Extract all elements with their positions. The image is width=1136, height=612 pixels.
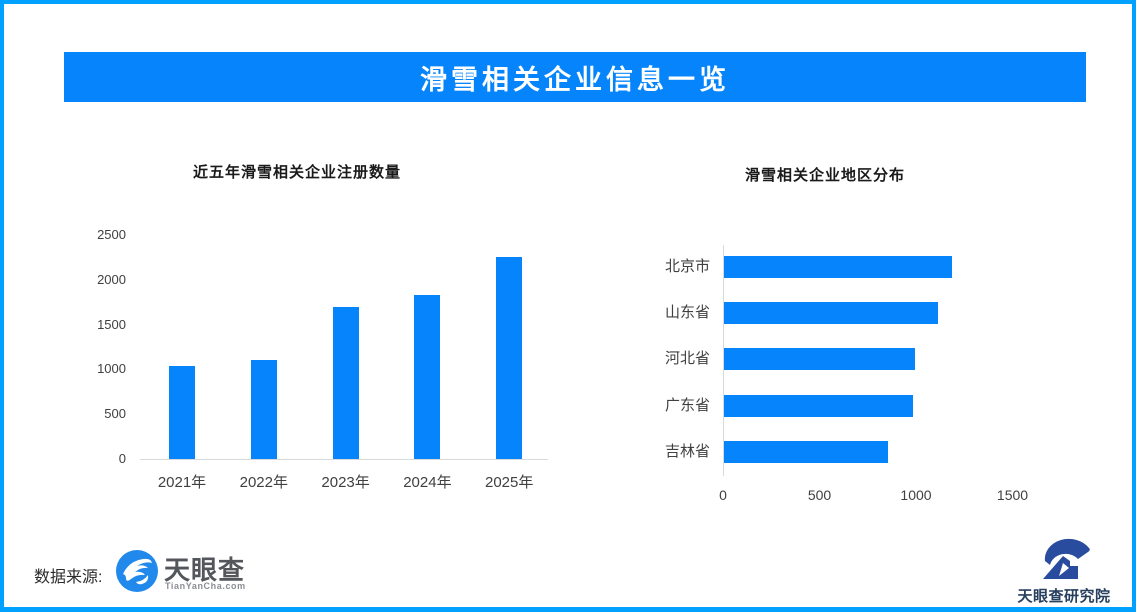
bar-吉林省 xyxy=(724,440,888,463)
x-tick-label: 500 xyxy=(807,487,832,503)
x-category-label: 2021年 xyxy=(157,474,207,491)
header-banner: 滑雪相关企业信息一览 xyxy=(64,52,1086,102)
bar-河北省 xyxy=(724,348,915,371)
registration-bar-chart: 0 500 1000 1500 2000 2500 2021年 2022年 2023年 2024年… xyxy=(4,4,1132,607)
y-tick-label: 2000 xyxy=(97,271,126,287)
left-chart-title: 近五年滑雪相关企业注册数量 xyxy=(192,164,401,181)
bar-2025年 xyxy=(496,257,523,459)
x-category-label: 2022年 xyxy=(239,474,288,491)
y-axis-line xyxy=(723,245,724,476)
tianyancha-logo: 天眼查 TianYanCha.com xyxy=(116,549,256,597)
x-tick-label: 1000 xyxy=(900,487,932,503)
region-bar-chart: 北京市山东省河北省广东省吉林省 0 500 1000 1500 xyxy=(4,4,1132,607)
tianyancha-research-logo: 天眼查研究院 xyxy=(1012,535,1116,605)
x-tick-label: 0 xyxy=(719,487,727,503)
y-tick-label: 500 xyxy=(104,406,126,422)
y-category-label: 广东省 xyxy=(664,396,710,414)
tianyancha-logo-text: 天眼查 xyxy=(164,555,246,585)
bar-2023年 xyxy=(332,307,359,459)
tianyancha-research-logo-text: 天眼查研究院 xyxy=(1017,588,1111,605)
bar-2021年 xyxy=(169,366,195,459)
tianyancha-research-swoosh-icon xyxy=(1043,538,1090,579)
tianyancha-eye-icon xyxy=(116,550,158,592)
data-source-label: 数据来源: xyxy=(34,569,103,586)
y-category-label: 山东省 xyxy=(664,304,710,322)
x-category-label: 2025年 xyxy=(485,474,534,491)
x-tick-label: 1500 xyxy=(996,487,1029,503)
right-chart-title: 滑雪相关企业地区分布 xyxy=(744,167,905,184)
x-axis-line xyxy=(140,459,548,460)
bar-山东省 xyxy=(724,302,938,325)
y-tick-label: 2500 xyxy=(97,227,126,242)
y-tick-label: 1500 xyxy=(97,316,126,332)
x-category-label: 2023年 xyxy=(321,474,370,491)
y-category-label: 河北省 xyxy=(664,350,710,368)
tianyancha-logo-subtext: TianYanCha.com xyxy=(165,581,246,591)
y-category-label: 北京市 xyxy=(664,258,710,275)
y-tick-label: 0 xyxy=(118,451,126,466)
bar-广东省 xyxy=(724,394,913,417)
y-tick-label: 1000 xyxy=(97,361,126,377)
bar-北京市 xyxy=(724,256,952,278)
bar-2022年 xyxy=(250,360,277,459)
page-title: 滑雪相关企业信息一览 xyxy=(420,64,730,95)
x-category-label: 2024年 xyxy=(403,474,452,491)
y-category-label: 吉林省 xyxy=(664,442,710,460)
bar-2024年 xyxy=(414,295,441,459)
